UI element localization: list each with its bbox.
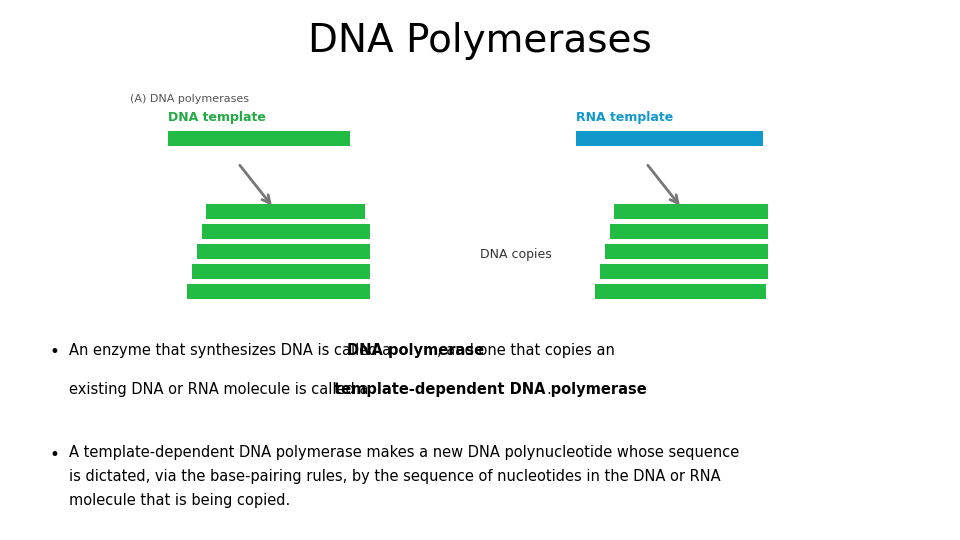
FancyBboxPatch shape — [202, 224, 370, 239]
Text: .: . — [546, 382, 551, 397]
FancyBboxPatch shape — [187, 284, 370, 299]
FancyBboxPatch shape — [197, 244, 370, 259]
FancyBboxPatch shape — [614, 204, 768, 219]
Text: •: • — [50, 446, 60, 463]
Text: existing DNA or RNA molecule is called a: existing DNA or RNA molecule is called a — [69, 382, 373, 397]
FancyBboxPatch shape — [168, 131, 350, 146]
FancyBboxPatch shape — [595, 284, 766, 299]
FancyBboxPatch shape — [192, 264, 370, 279]
Text: An enzyme that synthesizes DNA is called a: An enzyme that synthesizes DNA is called… — [69, 343, 396, 358]
Text: DNA template: DNA template — [168, 111, 266, 124]
Text: DNA copies: DNA copies — [480, 248, 552, 261]
Text: A template-dependent DNA polymerase makes a new DNA polynucleotide whose sequenc: A template-dependent DNA polymerase make… — [69, 446, 739, 509]
Text: DNA Polymerases: DNA Polymerases — [308, 22, 652, 59]
FancyBboxPatch shape — [605, 244, 768, 259]
Text: DNA polymerase: DNA polymerase — [347, 343, 484, 358]
FancyBboxPatch shape — [600, 264, 768, 279]
Text: template-dependent DNA polymerase: template-dependent DNA polymerase — [334, 382, 646, 397]
FancyBboxPatch shape — [576, 131, 763, 146]
Text: •: • — [50, 343, 60, 361]
FancyBboxPatch shape — [610, 224, 768, 239]
Text: , and one that copies an: , and one that copies an — [437, 343, 614, 358]
Text: (A) DNA polymerases: (A) DNA polymerases — [130, 94, 249, 105]
FancyBboxPatch shape — [206, 204, 365, 219]
Text: RNA template: RNA template — [576, 111, 673, 124]
